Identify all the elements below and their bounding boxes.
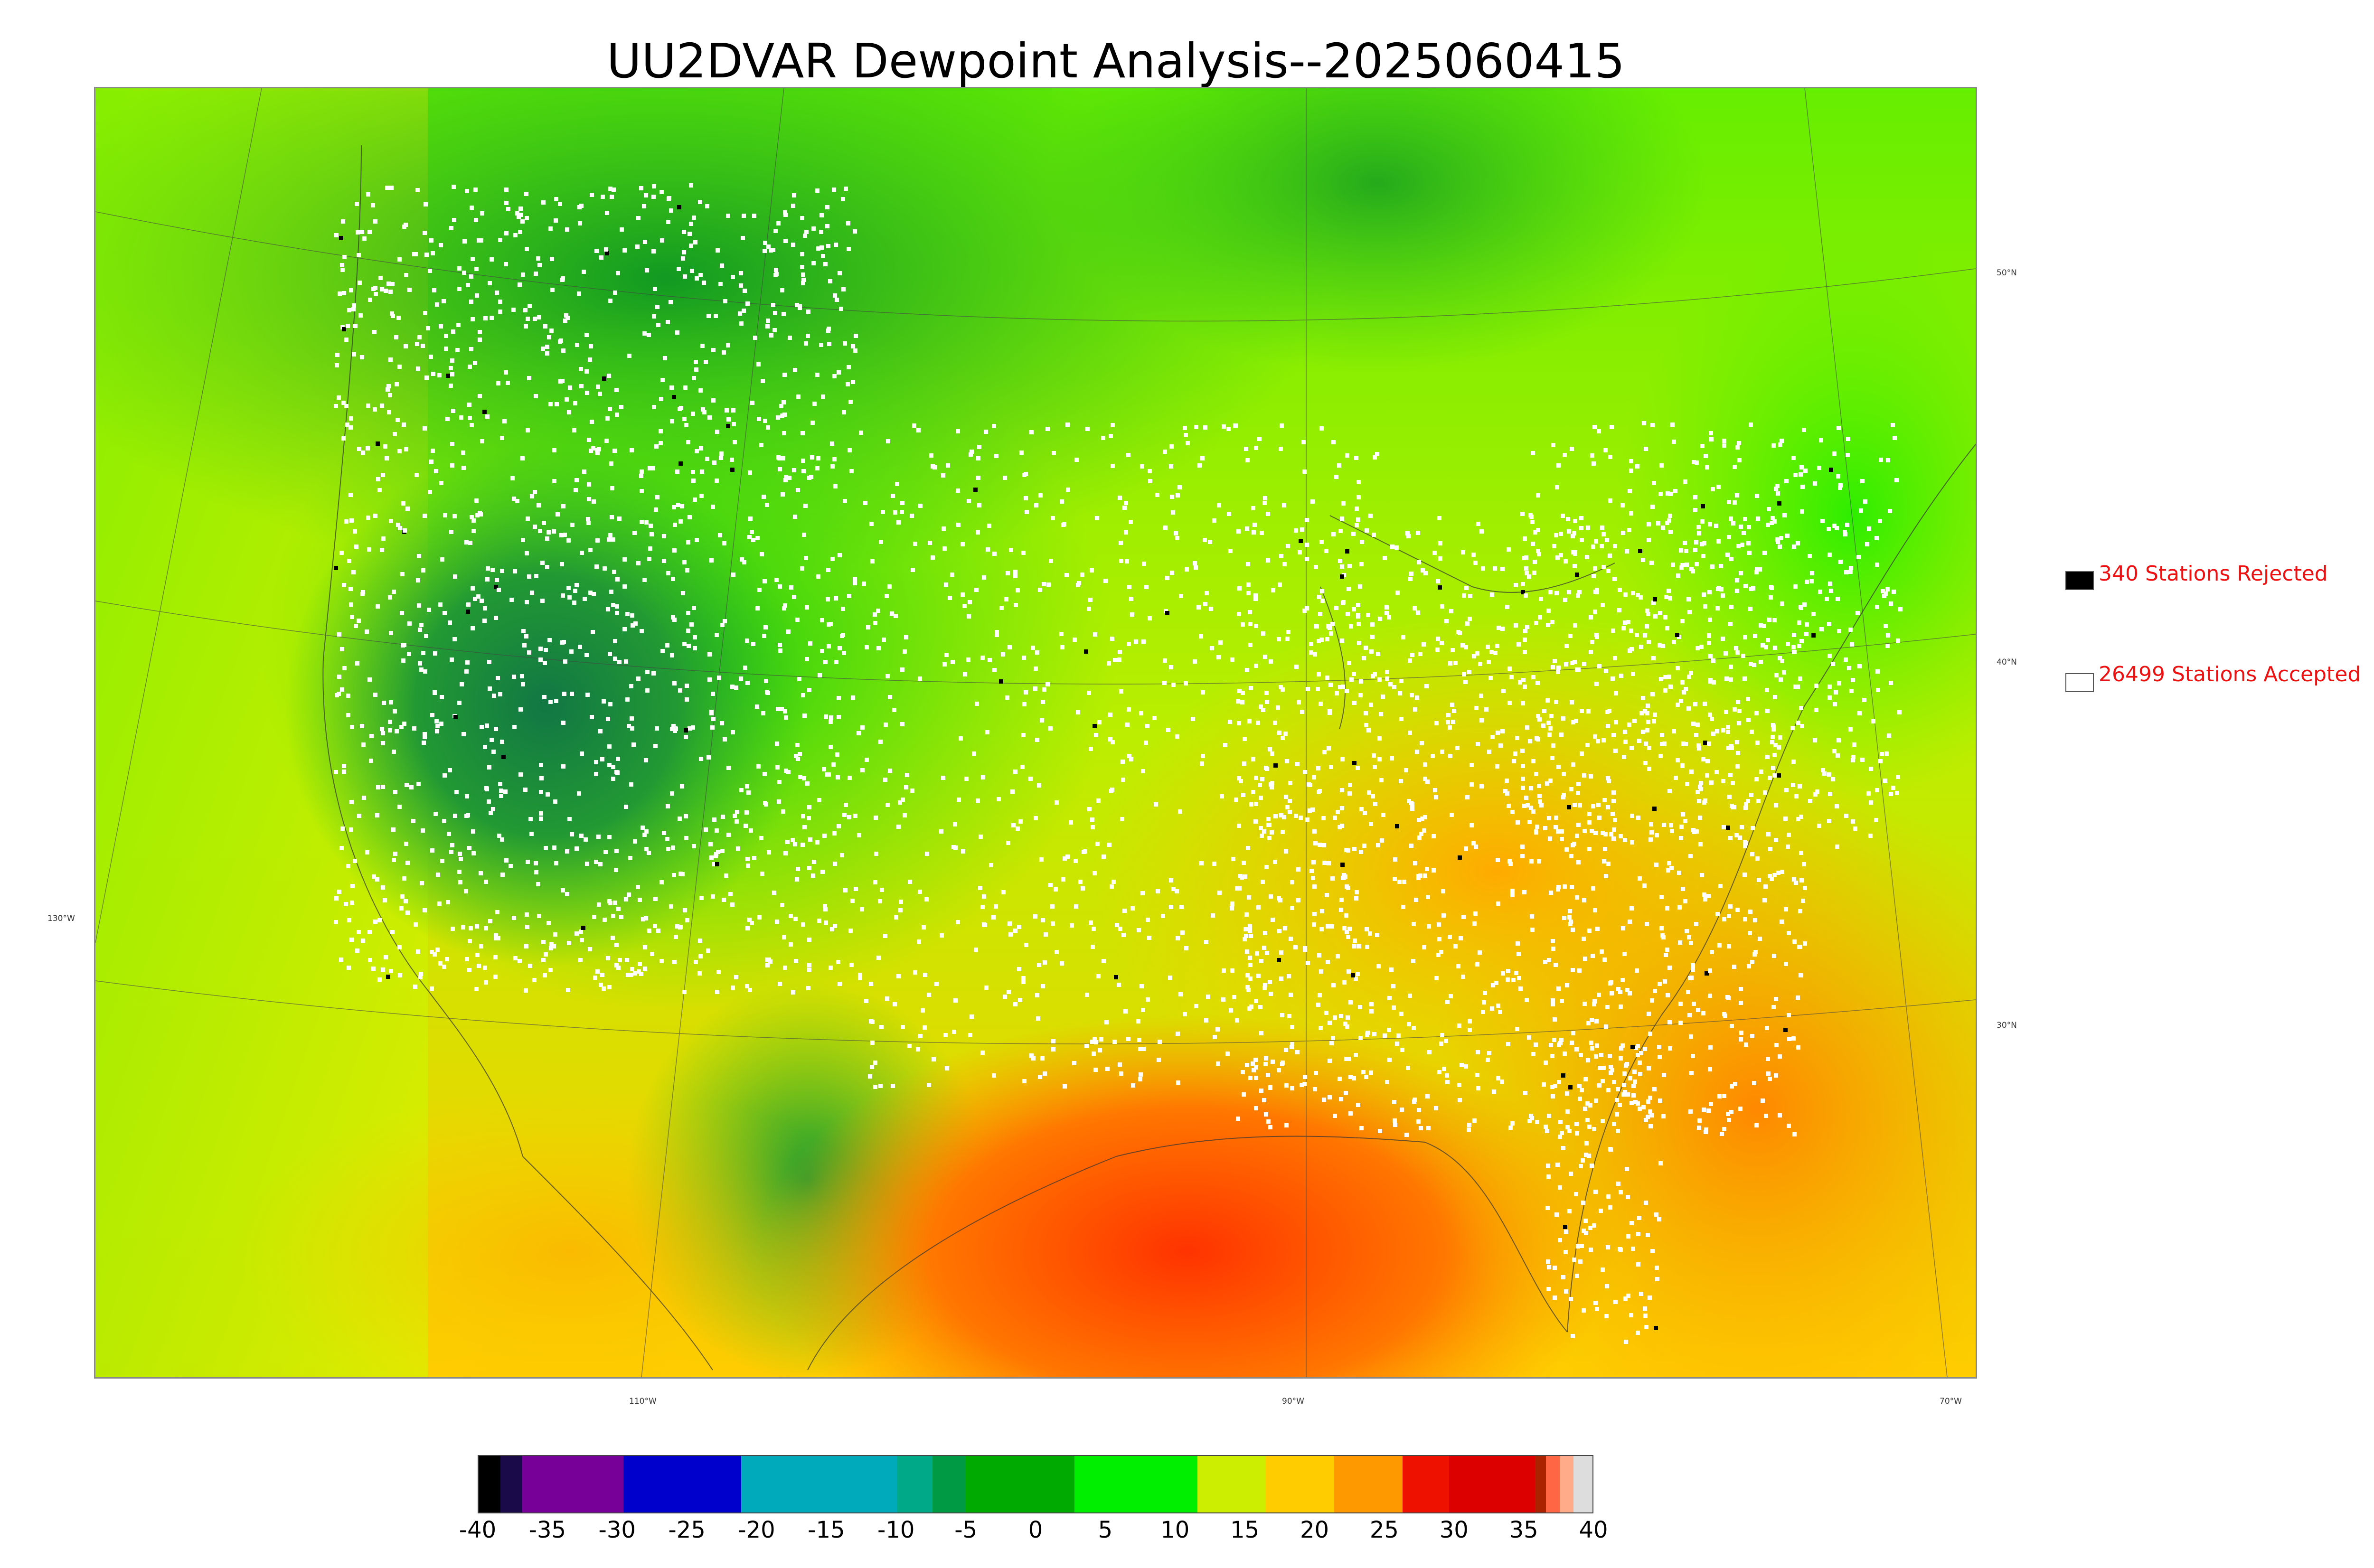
colorbar-segment	[1559, 1456, 1573, 1512]
colorbar-tick-label: 5	[1098, 1517, 1113, 1543]
colorbar-segment	[965, 1456, 1074, 1512]
colorbar-segment	[1074, 1456, 1198, 1512]
colorbar-segment	[1197, 1456, 1266, 1512]
colorbar-tick-label: -10	[877, 1517, 915, 1543]
colorbar-segment	[623, 1456, 741, 1512]
colorbar-tick-label: 30	[1439, 1517, 1469, 1543]
accepted-label: 26499 Stations Accepted	[2099, 662, 2361, 686]
lon-label-110: 110°W	[629, 1397, 657, 1406]
dewpoint-field	[95, 88, 1976, 1377]
colorbar-segment	[896, 1456, 933, 1512]
colorbar-tick-label: 10	[1160, 1517, 1190, 1543]
accepted-swatch	[2065, 673, 2094, 692]
colorbar-segment	[1402, 1456, 1449, 1512]
colorbar-segment	[1535, 1456, 1546, 1512]
colorbar-tick-label: -35	[528, 1517, 566, 1543]
lon-label-70: 70°W	[1940, 1397, 1962, 1406]
lat-label-30: 30°N	[1997, 1021, 2017, 1030]
accepted-station-markers	[334, 183, 1903, 1344]
colorbar-segment	[1265, 1456, 1334, 1512]
colorbar-tick-label: 20	[1300, 1517, 1329, 1543]
graticule-lines	[95, 88, 1976, 1377]
colorbar-tick-label: 40	[1579, 1517, 1608, 1543]
lon-label-90: 90°W	[1282, 1397, 1304, 1406]
colorbar-tick-label: 15	[1230, 1517, 1260, 1543]
colorbar-segment	[522, 1456, 624, 1512]
rejected-label: 340 Stations Rejected	[2099, 562, 2328, 586]
rejected-swatch	[2065, 571, 2094, 590]
colorbar-segment	[479, 1456, 501, 1512]
colorbar-segment	[1546, 1456, 1560, 1512]
colorbar-segment	[1573, 1456, 1592, 1512]
coastline-outlines	[322, 145, 1976, 1371]
colorbar-tick-label: -40	[459, 1517, 497, 1543]
colorbar-tick-label: 35	[1509, 1517, 1538, 1543]
lat-label-50: 50°N	[1997, 268, 2017, 278]
colorbar-tick-label: -30	[598, 1517, 636, 1543]
lon-label-130: 130°W	[47, 914, 75, 923]
colorbar-tick-label: -5	[954, 1517, 978, 1543]
colorbar-segment	[1334, 1456, 1403, 1512]
dewpoint-map	[94, 87, 1977, 1379]
colorbar	[478, 1455, 1593, 1513]
colorbar-segment	[500, 1456, 523, 1512]
colorbar-tick-label: -15	[808, 1517, 845, 1543]
colorbar-tick-label: 0	[1028, 1517, 1043, 1543]
colorbar-tick-label: 25	[1369, 1517, 1399, 1543]
lat-label-40: 40°N	[1997, 657, 2017, 667]
colorbar-segment	[932, 1456, 965, 1512]
colorbar-segment	[741, 1456, 897, 1512]
colorbar-segment	[1449, 1456, 1535, 1512]
colorbar-tick-label: -20	[738, 1517, 775, 1543]
colorbar-tick-label: -25	[668, 1517, 706, 1543]
map-title: UU2DVAR Dewpoint Analysis--2025060415	[606, 33, 1625, 89]
